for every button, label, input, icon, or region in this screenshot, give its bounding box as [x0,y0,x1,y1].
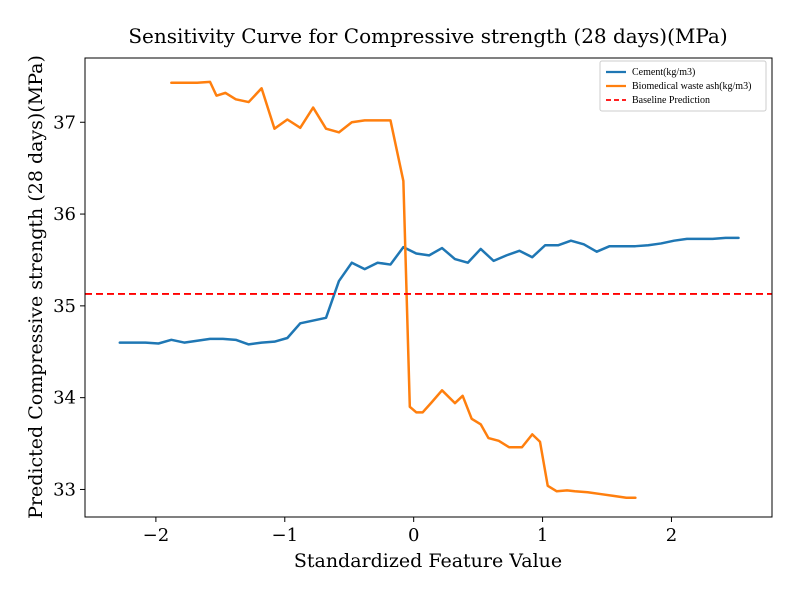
x-tick-label: −1 [272,525,299,546]
y-tick-label: 34 [53,388,76,409]
series-line-biomedical-waste-ash [170,80,637,499]
y-axis-label: Predicted Compressive strength (28 days)… [25,55,47,519]
x-tick-label: 0 [408,525,419,546]
series-line-cement [118,236,740,346]
x-axis-label: Standardized Feature Value [294,550,562,572]
x-tick-label: 1 [537,525,548,546]
legend-label-cement: Cement(kg/m3) [632,67,695,78]
y-tick-label: 36 [53,204,76,225]
y-tick-label: 37 [53,112,76,133]
plot-area: −2 −1 0 1 2 33 34 35 36 37 [53,57,773,546]
axes-frame [84,57,773,518]
legend-label-baseline: Baseline Prediction [632,95,710,106]
legend-label-biomedical-waste-ash: Biomedical waste ash(kg/m3) [632,81,751,92]
x-tick-label: 2 [666,525,677,546]
x-tick-label: −2 [143,525,170,546]
y-tick-label: 33 [53,479,76,500]
y-tick-label: 35 [53,296,76,317]
chart-title: Sensitivity Curve for Compressive streng… [128,24,727,48]
legend-box [599,60,767,112]
legend: Cement(kg/m3) Biomedical waste ash(kg/m3… [599,60,767,112]
